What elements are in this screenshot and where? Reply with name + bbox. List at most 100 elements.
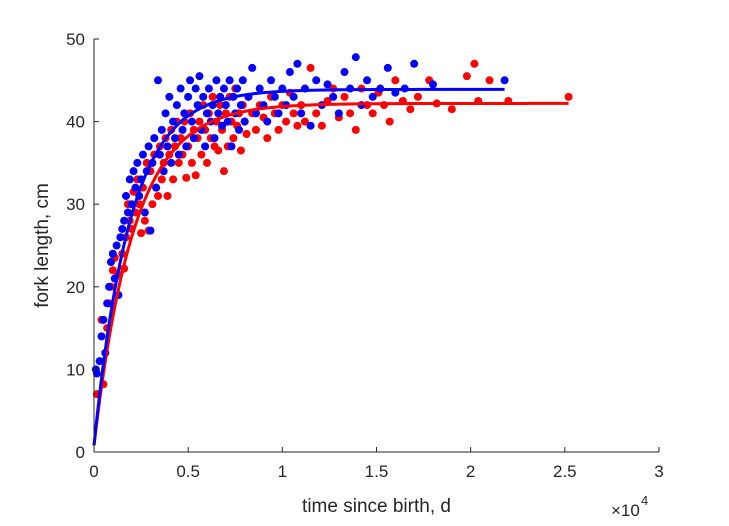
data-point	[144, 142, 153, 151]
data-point	[293, 121, 302, 130]
data-point	[351, 53, 360, 62]
data-point	[195, 117, 204, 126]
data-point	[191, 171, 200, 180]
plot-area	[94, 39, 659, 452]
data-point	[99, 315, 108, 324]
data-point	[204, 84, 213, 93]
series-layer	[91, 53, 573, 446]
data-point	[170, 134, 179, 143]
data-point	[282, 117, 291, 126]
data-point	[176, 84, 185, 93]
y-tick-label: 50	[66, 30, 85, 49]
data-point	[214, 146, 223, 155]
data-point	[219, 84, 228, 93]
data-point	[148, 200, 157, 209]
data-point	[225, 76, 234, 85]
data-point	[306, 63, 315, 72]
x-tick-label: 1.5	[365, 462, 389, 481]
data-point	[165, 92, 174, 101]
data-point	[95, 357, 104, 366]
data-point	[329, 92, 338, 101]
data-point	[406, 105, 415, 114]
data-point	[263, 117, 272, 126]
data-point	[236, 101, 245, 110]
data-point	[201, 142, 210, 151]
data-point	[199, 92, 208, 101]
data-point	[129, 167, 138, 176]
data-point	[208, 92, 217, 101]
data-point	[120, 216, 129, 225]
data-point	[138, 150, 147, 159]
data-point	[182, 173, 191, 182]
x-tick-label: 2.5	[553, 462, 577, 481]
data-point	[187, 158, 196, 167]
data-point	[184, 92, 193, 101]
data-point	[169, 117, 178, 126]
data-point	[289, 109, 298, 118]
data-point	[312, 76, 321, 85]
data-point	[197, 150, 206, 159]
data-point	[227, 142, 236, 151]
y-ticks: 0 10 20 30 40 50	[66, 30, 99, 462]
data-point	[221, 101, 230, 110]
data-point	[238, 76, 247, 85]
data-point	[267, 76, 276, 85]
data-point	[223, 117, 232, 126]
data-point	[103, 299, 112, 308]
data-point	[240, 117, 249, 126]
data-point	[274, 109, 283, 118]
fit-line-1	[92, 87, 505, 446]
y-tick-label: 30	[66, 195, 85, 214]
data-point	[191, 84, 200, 93]
data-point	[214, 109, 223, 118]
y-tick-label: 0	[76, 443, 85, 462]
data-point	[293, 59, 302, 68]
y-tick-label: 10	[66, 360, 85, 379]
data-point	[140, 208, 149, 217]
data-point	[274, 125, 283, 134]
data-point	[116, 233, 125, 242]
x-tick-label: 0.5	[176, 462, 200, 481]
data-point	[289, 92, 298, 101]
data-point	[340, 68, 349, 77]
data-point	[112, 241, 121, 250]
x-tick-label: 1	[278, 462, 287, 481]
data-point	[105, 282, 114, 291]
data-point	[172, 101, 181, 110]
data-point	[203, 158, 211, 167]
data-point	[229, 134, 238, 143]
data-point	[154, 191, 163, 200]
data-point	[300, 117, 309, 126]
data-point	[413, 92, 422, 101]
data-point	[182, 142, 191, 151]
data-point	[140, 216, 149, 225]
data-point	[189, 134, 198, 143]
data-point	[167, 158, 176, 167]
x-tick-label: 2	[466, 462, 475, 481]
data-point	[97, 332, 106, 341]
data-point	[187, 117, 196, 126]
data-point	[152, 183, 161, 192]
data-point	[92, 369, 101, 378]
data-point	[216, 101, 225, 110]
data-point	[174, 158, 183, 167]
data-point	[169, 175, 178, 184]
data-point	[150, 134, 159, 143]
x-exponent-base: ×10	[611, 501, 640, 520]
x-tick-label: 3	[654, 462, 663, 481]
data-point	[383, 63, 392, 72]
data-point	[154, 76, 163, 85]
data-point	[285, 68, 294, 77]
data-point	[263, 134, 272, 143]
data-point	[125, 175, 134, 184]
fit-line-0	[92, 101, 569, 446]
data-point	[312, 109, 321, 118]
data-point	[429, 80, 437, 89]
data-point	[251, 125, 260, 134]
data-point	[368, 109, 377, 118]
data-point	[346, 109, 355, 118]
data-point	[118, 224, 127, 233]
data-point	[368, 92, 377, 101]
data-point	[391, 76, 400, 85]
data-point	[485, 76, 494, 85]
